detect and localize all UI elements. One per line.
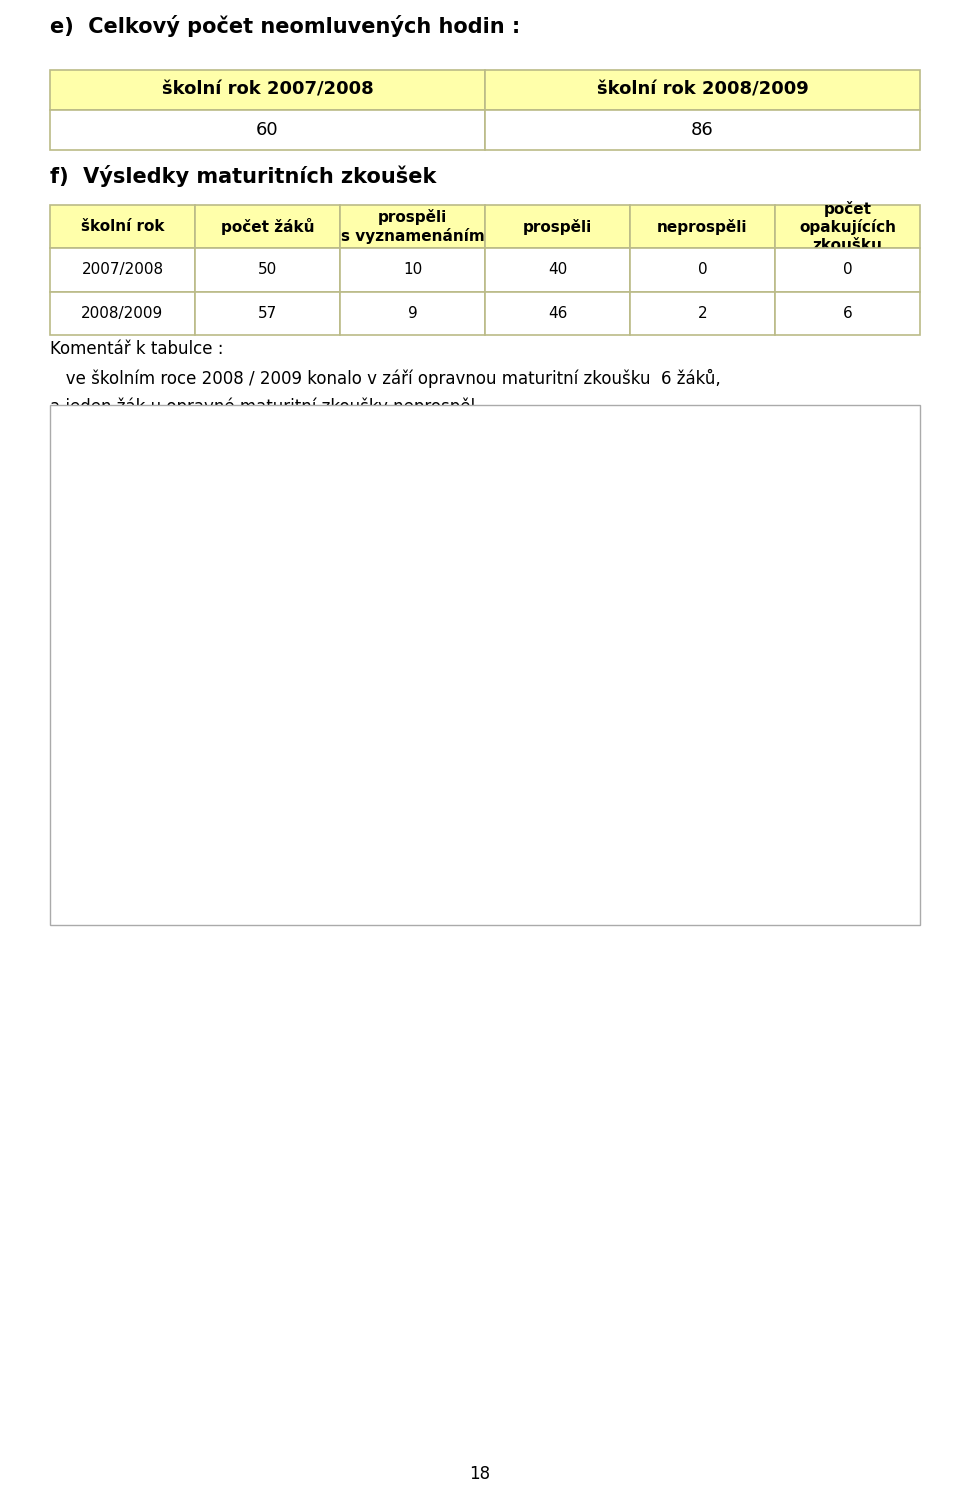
Legend: 2007/2008, 2008/2009: 2007/2008, 2008/2009 — [788, 519, 913, 566]
Text: 18: 18 — [469, 1465, 491, 1483]
Bar — [268, 761, 303, 815]
Text: 40: 40 — [402, 580, 419, 593]
Bar — [179, 504, 213, 815]
Text: 6: 6 — [690, 766, 698, 779]
Text: 46: 46 — [437, 548, 453, 560]
Text: e)  Celkový počet neomluvených hodin :: e) Celkový počet neomluvených hodin : — [50, 15, 520, 38]
Bar — [393, 596, 427, 815]
Bar — [427, 563, 463, 815]
Text: 0: 0 — [531, 799, 539, 812]
Text: 57: 57 — [187, 488, 204, 500]
Text: Komentář k tabulce :
   ve školním roce 2008 / 2009 konalo v září opravnou matur: Komentář k tabulce : ve školním roce 200… — [50, 340, 721, 417]
Text: 9: 9 — [316, 749, 324, 763]
Bar — [552, 805, 587, 815]
Title: Výsledky maturitních zkoušek: Výsledky maturitních zkoušek — [287, 435, 567, 453]
Bar — [143, 542, 179, 815]
Text: f)  Výsledky maturitních zkoušek: f) Výsledky maturitních zkoušek — [50, 165, 437, 187]
Text: 0: 0 — [655, 799, 663, 812]
Text: 10: 10 — [277, 744, 294, 757]
Text: 2: 2 — [565, 788, 574, 800]
Bar — [303, 766, 338, 815]
Bar — [677, 782, 711, 815]
Text: 50: 50 — [153, 525, 169, 539]
